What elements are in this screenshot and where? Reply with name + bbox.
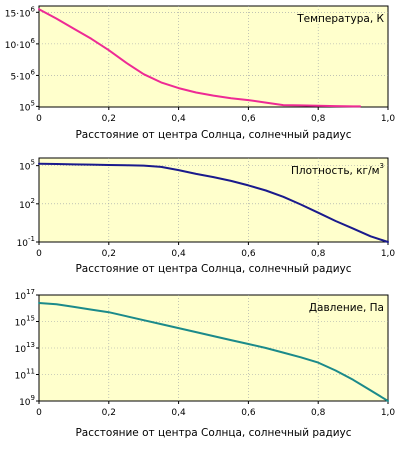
y-tick-label: 10·106 (5, 37, 36, 51)
x-tick-label: 0 (36, 408, 42, 418)
x-tick-label: 0,4 (171, 114, 186, 124)
chart-title: Температура, К (296, 13, 384, 25)
chart-2: 0 0,2 0,4 0,6 0,8 1,0 105 102 10-1 Плотность, кг/… (17, 157, 396, 275)
chart-3: 0 0,2 0,4 0,6 0,8 1,0 1017 1015 1013 1011 109 Давле… (15, 288, 396, 439)
x-tick-label: 0 (36, 249, 42, 259)
x-tick-label: 0,2 (102, 249, 116, 259)
x-tick-label: 0,4 (171, 408, 186, 418)
series-line (38, 302, 389, 402)
x-tick-label: 0,6 (241, 114, 256, 124)
x-tick-label: 0,6 (241, 408, 256, 418)
x-tick-label: 0,8 (311, 408, 326, 418)
x-tick-label: 0,6 (241, 249, 256, 259)
plot-area (38, 5, 389, 108)
x-tick-label: 1,0 (381, 408, 396, 418)
plot-area (38, 157, 389, 243)
chart-1: 0 0,2 0,4 0,6 0,8 1,0 105 5·106 10·106 15·106 Темп… (5, 5, 396, 141)
x-tick-label: 0,2 (102, 114, 116, 124)
chart-title: Давление, Па (309, 302, 384, 314)
chart-title: Плотность, кг/м3 (291, 162, 384, 177)
x-tick-label: 0,8 (311, 114, 326, 124)
x-axis-label: Расстояние от центра Солнца, солнечный р… (75, 427, 351, 439)
y-tick-label: 10-1 (17, 235, 35, 249)
y-tick-label: 1011 (15, 368, 35, 382)
y-tick-label: 15·106 (5, 5, 36, 19)
series-line (38, 162, 389, 243)
y-tick-label: 1013 (15, 341, 35, 355)
x-axis-label: Расстояние от центра Солнца, солнечный р… (75, 129, 351, 141)
x-axis-label: Расстояние от центра Солнца, солнечный р… (75, 263, 351, 275)
x-tick-label: 1,0 (381, 249, 396, 259)
y-tick-label: 109 (19, 394, 35, 408)
x-tick-label: 0,8 (311, 249, 326, 259)
y-tick-label: 1017 (15, 288, 35, 302)
series-line (38, 8, 362, 108)
y-tick-label: 105 (19, 99, 35, 113)
x-tick-label: 1,0 (381, 114, 396, 124)
y-tick-label: 102 (19, 197, 35, 211)
y-tick-label: 1015 (15, 315, 35, 329)
x-tick-label: 0 (36, 114, 42, 124)
y-tick-label: 5·106 (10, 68, 35, 82)
x-tick-label: 0,2 (102, 408, 116, 418)
x-tick-label: 0,4 (171, 249, 186, 259)
y-tick-label: 105 (19, 159, 35, 173)
